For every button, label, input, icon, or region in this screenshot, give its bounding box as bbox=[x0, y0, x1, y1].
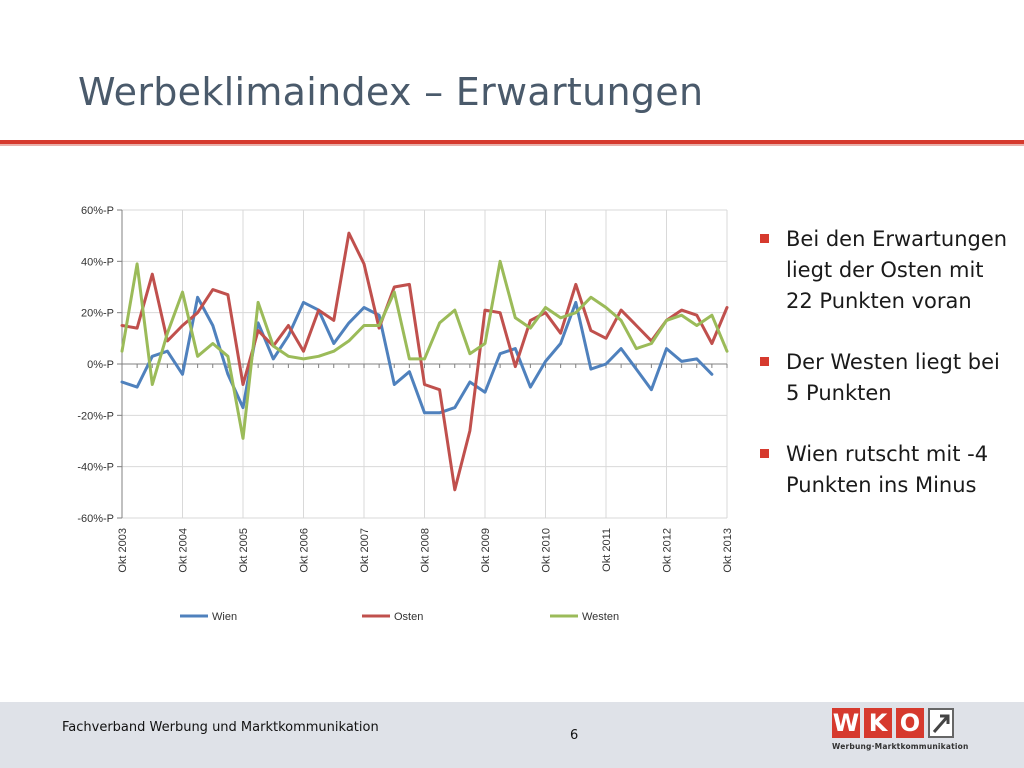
bullet-text: Wien rutscht mit -4 Punkten ins Minus bbox=[786, 442, 989, 497]
legend-label: Wien bbox=[212, 611, 237, 623]
series-line-wien bbox=[120, 295, 714, 415]
y-tick-label: 0%-P bbox=[87, 359, 114, 371]
x-tick-label: Okt 2013 bbox=[722, 528, 734, 573]
x-tick-label: Okt 2010 bbox=[541, 528, 553, 573]
bullet-square-icon bbox=[760, 357, 769, 366]
bullet-text: Der Westen liegt bei 5 Punkten bbox=[786, 350, 1000, 405]
x-tick-label: Okt 2011 bbox=[601, 528, 613, 572]
x-tick-label: Okt 2007 bbox=[359, 528, 371, 573]
x-tick-label: Okt 2009 bbox=[480, 528, 492, 573]
title-rule-shadow bbox=[0, 144, 1024, 146]
legend-label: Osten bbox=[394, 611, 423, 623]
series-line-westen bbox=[120, 259, 729, 440]
bullet-square-icon bbox=[760, 449, 769, 458]
y-tick-label: -60%-P bbox=[77, 513, 114, 525]
x-tick-label: Okt 2005 bbox=[238, 528, 250, 573]
bullet-item: Bei den Erwartungen liegt der Osten mit … bbox=[760, 224, 1010, 317]
bullet-square-icon bbox=[760, 234, 769, 243]
page-number: 6 bbox=[570, 728, 579, 743]
bullet-item: Der Westen liegt bei 5 Punkten bbox=[760, 347, 1010, 409]
title-rule bbox=[0, 140, 1024, 144]
line-chart: 60%-P40%-P20%-P0%-P-20%-P-40%-P-60%-POkt… bbox=[77, 205, 734, 623]
logo-letter: W bbox=[832, 708, 860, 738]
page-title: Werbeklimaindex – Erwartungen bbox=[78, 70, 704, 114]
legend-label: Westen bbox=[582, 611, 619, 623]
y-tick-label: -20%-P bbox=[77, 410, 114, 422]
x-tick-label: Okt 2008 bbox=[420, 528, 432, 573]
y-tick-label: 20%-P bbox=[81, 308, 114, 320]
x-tick-label: Okt 2006 bbox=[299, 528, 311, 573]
arrow-icon bbox=[928, 708, 954, 738]
series-line-osten bbox=[120, 231, 729, 492]
logo-letter: K bbox=[864, 708, 892, 738]
wko-logo: W K O Werbung·Marktkommunikation bbox=[832, 706, 969, 754]
bullet-item: Wien rutscht mit -4 Punkten ins Minus bbox=[760, 439, 1010, 501]
y-tick-label: 40%-P bbox=[81, 256, 114, 268]
bullet-text: Bei den Erwartungen liegt der Osten mit … bbox=[786, 227, 1008, 313]
bullet-list: Bei den Erwartungen liegt der Osten mit … bbox=[760, 224, 1010, 531]
x-tick-label: Okt 2012 bbox=[662, 528, 674, 573]
logo-subtitle: Werbung·Marktkommunikation bbox=[832, 742, 969, 751]
y-tick-label: 60%-P bbox=[81, 205, 114, 217]
y-tick-label: -40%-P bbox=[77, 462, 114, 474]
footer-text: Fachverband Werbung und Marktkommunikati… bbox=[62, 720, 379, 735]
x-tick-label: Okt 2004 bbox=[178, 528, 190, 573]
x-tick-label: Okt 2003 bbox=[117, 528, 129, 573]
logo-letter: O bbox=[896, 708, 924, 738]
footer-bar: Fachverband Werbung und Marktkommunikati… bbox=[0, 702, 1024, 768]
